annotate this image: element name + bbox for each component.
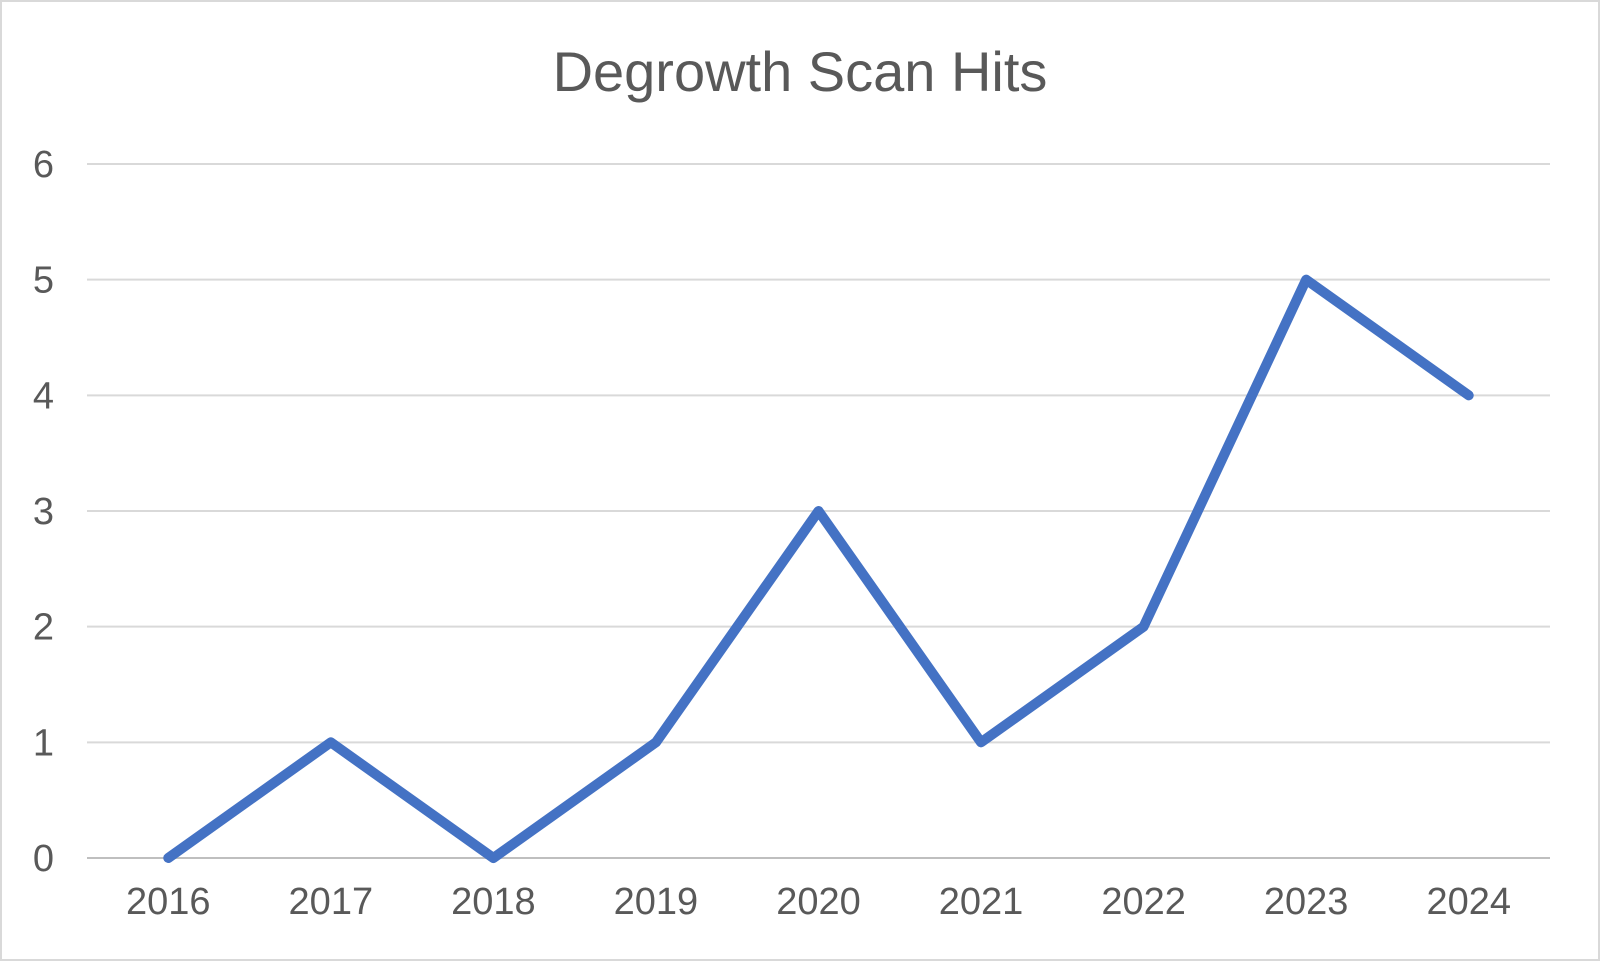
x-tick-label: 2024	[1426, 881, 1511, 923]
x-tick-label: 2021	[939, 881, 1024, 923]
y-tick-label: 4	[33, 375, 54, 417]
x-tick-label: 2017	[289, 881, 374, 923]
x-tick-label: 2019	[614, 881, 699, 923]
y-tick-label: 2	[33, 607, 54, 649]
y-tick-label: 0	[33, 838, 54, 880]
x-tick-label: 2022	[1101, 881, 1186, 923]
chart-title: Degrowth Scan Hits	[552, 40, 1048, 103]
x-tick-label: 2023	[1264, 881, 1349, 923]
y-tick-label: 6	[33, 144, 54, 186]
y-tick-label: 1	[33, 722, 54, 764]
x-tick-label: 2018	[451, 881, 536, 923]
y-tick-label: 5	[33, 260, 54, 302]
series-line	[163, 274, 1474, 863]
x-tick-label: 2020	[776, 881, 861, 923]
y-tick-label: 3	[33, 491, 54, 533]
x-tick-label: 2016	[126, 881, 211, 923]
